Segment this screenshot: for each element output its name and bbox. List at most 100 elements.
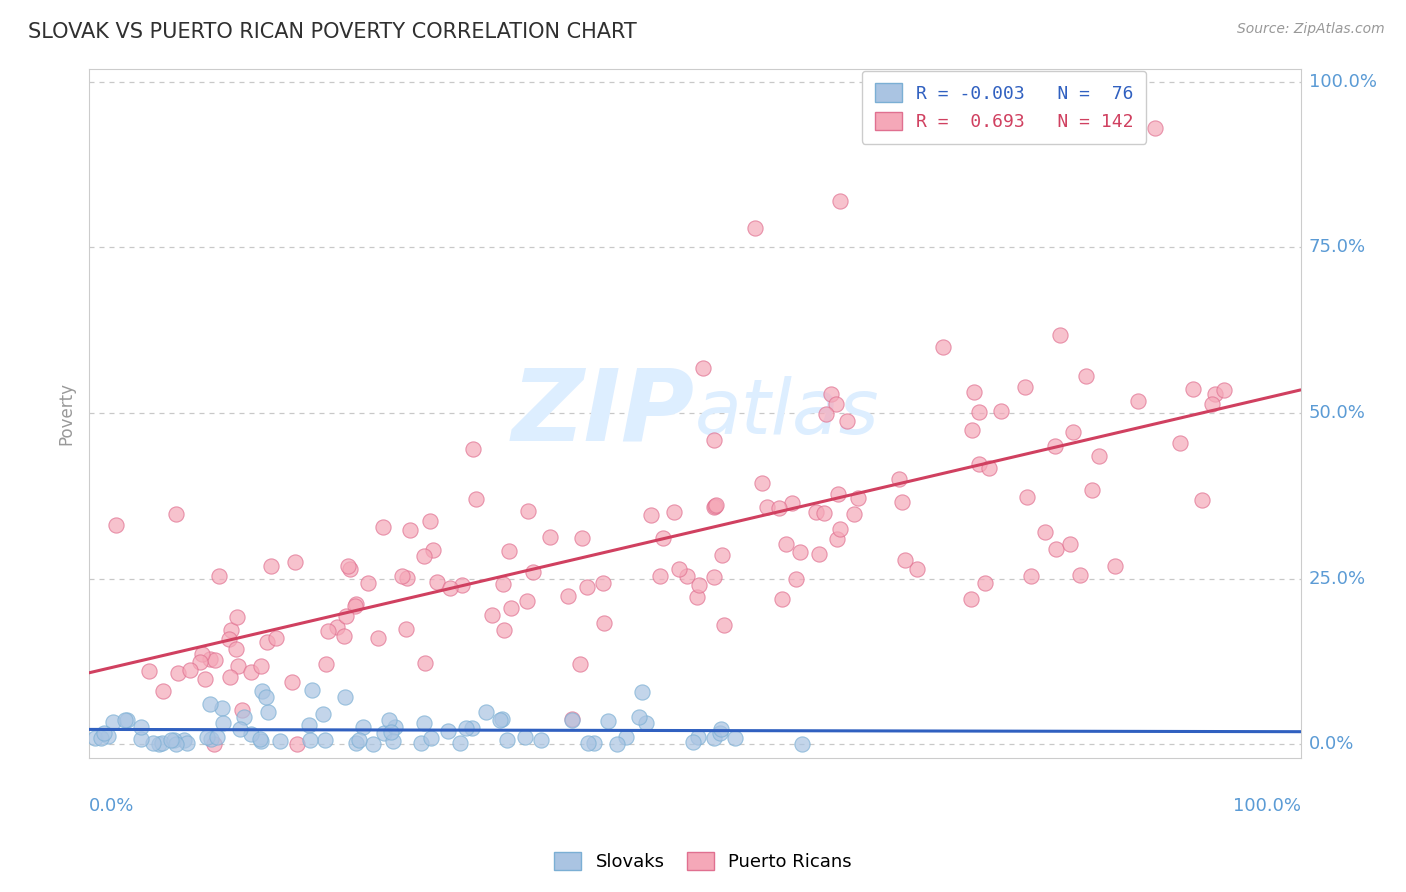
Point	[1062, 425, 1084, 439]
Point	[250, 734, 273, 748]
Point	[378, 713, 401, 727]
Point	[437, 723, 460, 738]
Point	[709, 726, 731, 740]
Point	[226, 609, 249, 624]
Text: 0.0%: 0.0%	[89, 797, 135, 814]
Point	[648, 568, 671, 582]
Point	[1076, 368, 1098, 383]
Point	[198, 652, 221, 666]
Point	[703, 731, 725, 746]
Point	[219, 670, 242, 684]
Point	[557, 589, 579, 603]
Point	[596, 714, 619, 728]
Point	[90, 731, 112, 745]
Point	[785, 572, 807, 586]
Point	[228, 658, 250, 673]
Point	[1033, 525, 1056, 540]
Point	[413, 656, 436, 670]
Point	[1081, 483, 1104, 498]
Point	[756, 500, 779, 514]
Point	[827, 487, 849, 501]
Point	[977, 461, 1000, 475]
Point	[932, 341, 955, 355]
Point	[516, 594, 538, 608]
Point	[891, 495, 914, 509]
Point	[131, 732, 153, 747]
Point	[710, 722, 733, 736]
Point	[83, 731, 105, 745]
Point	[297, 718, 319, 732]
Point	[475, 706, 498, 720]
Text: 100.0%: 100.0%	[1309, 73, 1376, 91]
Point	[724, 731, 747, 746]
Point	[830, 194, 852, 208]
Point	[844, 507, 866, 521]
Point	[105, 517, 128, 532]
Point	[974, 576, 997, 591]
Point	[1191, 492, 1213, 507]
Point	[1128, 394, 1150, 409]
Point	[481, 607, 503, 622]
Point	[202, 738, 225, 752]
Point	[491, 712, 513, 726]
Text: atlas: atlas	[695, 376, 879, 450]
Point	[1204, 387, 1226, 401]
Point	[688, 578, 710, 592]
Point	[827, 532, 849, 546]
Point	[1168, 436, 1191, 450]
Point	[138, 664, 160, 678]
Point	[835, 414, 858, 428]
Point	[751, 475, 773, 490]
Legend: Slovaks, Puerto Ricans: Slovaks, Puerto Ricans	[547, 845, 859, 879]
Point	[1021, 569, 1043, 583]
Point	[167, 665, 190, 680]
Point	[257, 705, 280, 719]
Point	[789, 545, 811, 559]
Point	[349, 733, 371, 747]
Point	[314, 732, 336, 747]
Point	[492, 577, 515, 591]
Point	[315, 657, 337, 672]
Point	[361, 737, 384, 751]
Point	[808, 547, 831, 561]
Point	[575, 580, 598, 594]
Point	[103, 715, 125, 730]
Point	[371, 520, 394, 534]
Point	[336, 559, 359, 574]
Point	[614, 730, 637, 744]
Point	[422, 543, 444, 558]
Point	[254, 690, 277, 705]
Point	[688, 731, 710, 745]
Point	[780, 496, 803, 510]
Point	[652, 531, 675, 545]
Point	[188, 655, 211, 669]
Point	[240, 726, 263, 740]
Point	[592, 615, 614, 630]
Point	[316, 624, 339, 639]
Point	[1088, 449, 1111, 463]
Point	[825, 397, 848, 411]
Point	[704, 499, 727, 513]
Point	[418, 514, 440, 528]
Point	[426, 575, 449, 590]
Point	[768, 500, 790, 515]
Point	[413, 716, 436, 731]
Point	[496, 732, 519, 747]
Point	[325, 620, 347, 634]
Text: ZIP: ZIP	[512, 365, 695, 461]
Point	[770, 591, 793, 606]
Point	[439, 582, 461, 596]
Point	[332, 629, 354, 643]
Point	[571, 531, 593, 545]
Point	[1213, 384, 1236, 398]
Point	[195, 730, 218, 744]
Point	[846, 491, 869, 506]
Point	[343, 599, 366, 613]
Point	[449, 736, 471, 750]
Point	[211, 701, 233, 715]
Point	[967, 405, 990, 419]
Point	[312, 707, 335, 722]
Point	[775, 537, 797, 551]
Point	[208, 568, 231, 582]
Point	[335, 608, 357, 623]
